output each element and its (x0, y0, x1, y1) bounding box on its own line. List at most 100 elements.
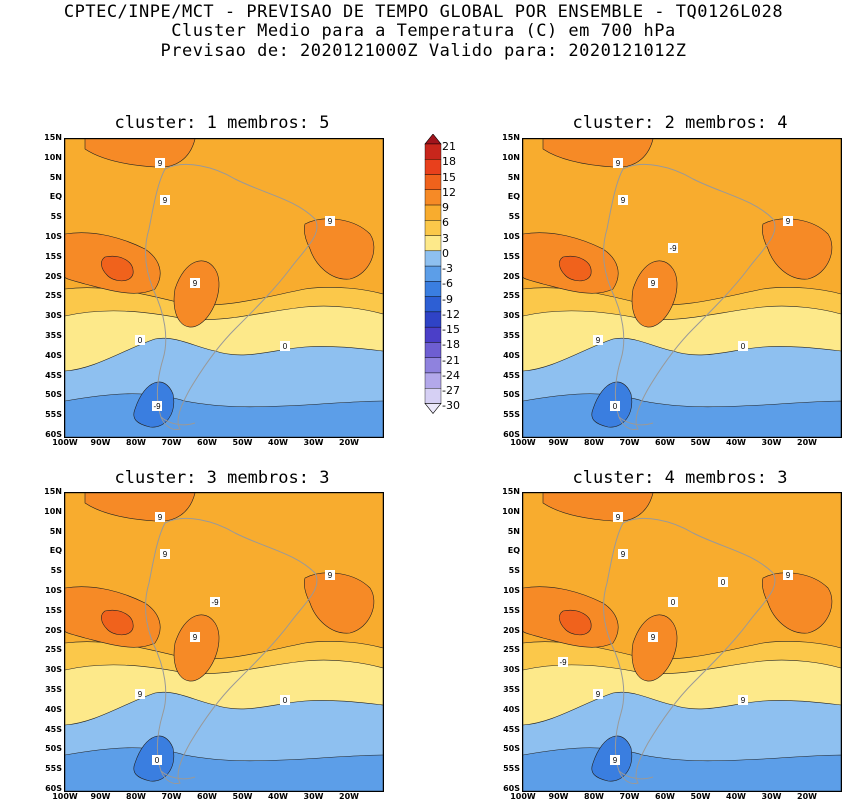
panel-title-2: cluster: 2 membros: 4 (572, 113, 788, 133)
y-tick-label: 20S (45, 271, 62, 281)
temp-warm-center (173, 614, 220, 682)
x-tick-label: 70W (161, 438, 182, 447)
contour-label: 9 (328, 217, 333, 226)
contour-label: 9 (163, 550, 168, 559)
contour-label-box (718, 577, 728, 587)
colorbar-segment (424, 189, 442, 206)
y-tick-label: 55S (45, 410, 62, 420)
x-tick-label: 80W (584, 792, 604, 801)
y-tick-label: 40S (503, 704, 520, 714)
colorbar-tick-label: -18 (442, 338, 460, 352)
y-tick-label: 5S (508, 212, 520, 222)
y-tick-label: 15S (45, 605, 62, 615)
y-tick-label: 10S (503, 586, 520, 595)
y-tick-label: 5S (50, 212, 62, 222)
y-tick-label: 25S (45, 645, 62, 655)
y-tick-label: 25S (503, 291, 520, 301)
y-tick-label: 5N (507, 172, 520, 182)
colorbar-tick-label: -27 (442, 384, 460, 398)
y-tick-label: 50S (45, 390, 62, 400)
colorbar-segment (424, 372, 442, 389)
y-tick-label: 15S (503, 251, 520, 261)
colorbar-tick-label: -3 (442, 262, 453, 276)
y-tick-label: 15N (502, 133, 520, 142)
x-tick-label: 30W (303, 438, 324, 447)
colorbar-tick-label: -30 (442, 399, 460, 413)
x-tick-label: 90W (548, 438, 569, 447)
contour-label-box (668, 597, 678, 607)
colorbar-segment (424, 357, 442, 374)
contour-label: 9 (616, 513, 621, 522)
x-tick-label: 60W (655, 792, 675, 801)
colorbar-segment (424, 311, 442, 328)
x-tick-label: 70W (619, 792, 640, 801)
colorbar (424, 134, 442, 414)
y-tick-label: 15N (44, 487, 62, 496)
y-tick-label: 45S (503, 370, 520, 380)
coast-tip (160, 770, 196, 780)
y-tick-label: 55S (503, 410, 520, 420)
contour-label-box (618, 549, 628, 559)
y-tick-label: 5S (508, 566, 520, 576)
colorbar-segment (424, 235, 442, 252)
colorbar-top-arrow (424, 134, 442, 145)
contour-label: 0 (138, 336, 143, 345)
y-tick-label: 50S (45, 744, 62, 754)
y-tick-label: 30S (45, 665, 62, 675)
contour-label: -9 (211, 598, 219, 607)
contour-label-box (190, 632, 200, 642)
colorbar-bottom-arrow (424, 403, 442, 414)
contour-label: -9 (669, 244, 677, 253)
contour-label-box (160, 195, 170, 205)
y-tick-label: 60S (503, 430, 520, 439)
colorbar-segment (424, 250, 442, 267)
contour-label: 9 (651, 633, 656, 642)
contour-label: 9 (786, 571, 791, 580)
y-tick-label: 15N (44, 133, 62, 142)
x-tick-label: 50W (690, 438, 711, 447)
contour-label-box (325, 570, 335, 580)
y-tick-label: 25S (503, 645, 520, 655)
contour-label: 9 (328, 571, 333, 580)
contour-label: 9 (193, 633, 198, 642)
contour-label: 9 (158, 159, 163, 168)
main-title: CPTEC/INPE/MCT - PREVISAO DE TEMPO GLOBA… (63, 2, 784, 22)
temp-hot-spot (101, 256, 134, 282)
colorbar-segment (424, 296, 442, 313)
x-tick-label: 40W (726, 792, 746, 801)
x-tick-label: 40W (268, 438, 288, 447)
temp-warm-north (542, 493, 654, 522)
colorbar-tick-label: -6 (442, 277, 453, 291)
y-tick-label: 20S (503, 271, 520, 281)
contour-label-box (325, 216, 335, 226)
contour-label: 9 (786, 217, 791, 226)
panel-title-3: cluster: 3 membros: 3 (114, 468, 330, 488)
coast-tip (160, 416, 196, 426)
colorbar-segment (424, 388, 442, 404)
contour-label-box (738, 695, 748, 705)
temp-hot-spot (559, 256, 592, 282)
x-tick-label: 70W (161, 792, 182, 801)
contour-label-box (155, 512, 165, 522)
panel-title-1: cluster: 1 membros: 5 (114, 113, 330, 133)
y-tick-label: 10S (45, 586, 62, 595)
map-panel-cluster-4: 9 9 9 9 9 9 9 0 0 -9 (522, 492, 842, 792)
contour-label-box (593, 335, 603, 345)
y-tick-label: 45S (45, 370, 62, 380)
colorbar-segment (424, 143, 442, 160)
contour-label-box (558, 657, 568, 667)
coast-tip (618, 770, 654, 780)
colorbar-segment (424, 174, 442, 190)
temp-warm-east (761, 218, 833, 280)
colorbar-tick-label: 0 (442, 246, 449, 260)
contour-label: 9 (613, 756, 618, 765)
colorbar-tick-label: 21 (442, 140, 456, 153)
contour-label-box (648, 632, 658, 642)
contour-label-box (738, 341, 748, 351)
y-tick-label: 20S (45, 625, 62, 635)
contour-label-box (152, 401, 162, 411)
y-tick-label: 15S (503, 605, 520, 615)
y-tick-label: 40S (45, 350, 62, 360)
contour-label: 9 (158, 513, 163, 522)
contour-label-box (135, 689, 145, 699)
